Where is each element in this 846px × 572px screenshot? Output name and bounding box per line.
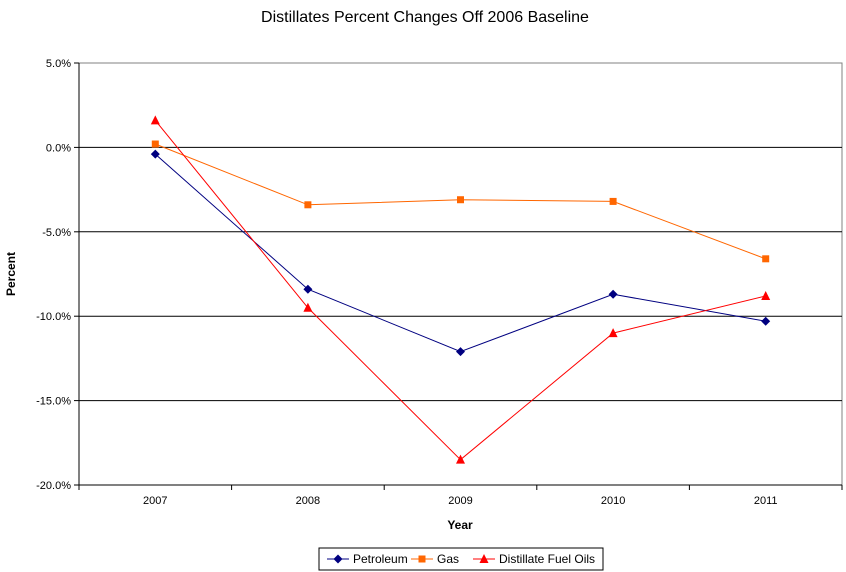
y-tick-label: 5.0% (46, 58, 71, 70)
data-point-petroleum (761, 316, 771, 326)
legend-item-gas: Gas (411, 552, 459, 566)
legend-item-petroleum: Petroleum (327, 552, 408, 566)
data-point-gas (762, 255, 770, 263)
data-point-distillate-fuel-oils (761, 290, 771, 300)
data-point-distillate-fuel-oils (303, 302, 313, 312)
data-point-gas (151, 140, 159, 148)
series-gas (151, 140, 770, 263)
legend-item-distillate-fuel-oils: Distillate Fuel Oils (473, 552, 595, 566)
x-axis-ticks: 2007 2008 2009 2010 2011 (78, 484, 843, 507)
x-tick-label: 2007 (143, 495, 167, 507)
x-tick-label: 2010 (601, 495, 625, 507)
data-point-gas (304, 201, 312, 209)
series-layer (150, 115, 771, 464)
legend-label: Gas (437, 552, 459, 566)
x-tick-label: 2008 (296, 495, 320, 507)
x-tick-label: 2011 (754, 495, 778, 507)
x-tick-label: 2009 (448, 495, 472, 507)
legend-box (318, 547, 604, 571)
legend-marker-gas (418, 555, 426, 563)
y-tick-label: -15.0% (36, 396, 71, 408)
series-petroleum (150, 149, 771, 357)
y-axis-ticks: 5.0% 0.0% -5.0% -10.0% -15.0% -20.0% (36, 58, 80, 492)
data-point-gas (457, 196, 464, 204)
y-tick-label: -5.0% (42, 227, 71, 239)
data-point-distillate-fuel-oils (456, 454, 465, 464)
series-distillate-fuel-oils (150, 115, 771, 464)
y-axis-label: Percent (4, 252, 18, 296)
legend-label: Petroleum (353, 552, 408, 566)
plot-area (78, 62, 843, 486)
y-tick-label: -10.0% (36, 311, 71, 323)
chart-title: Distillates Percent Changes Off 2006 Bas… (261, 9, 589, 26)
data-point-petroleum (150, 149, 160, 159)
data-point-distillate-fuel-oils (608, 328, 618, 338)
data-point-distillate-fuel-oils (150, 115, 160, 125)
x-axis-label: Year (447, 518, 473, 532)
data-point-gas (609, 197, 617, 205)
data-point-petroleum (456, 347, 465, 357)
data-point-petroleum (608, 289, 618, 299)
legend-marker-distillate-fuel-oils (479, 554, 489, 563)
y-tick-label: 0.0% (46, 142, 71, 154)
legend-label: Distillate Fuel Oils (499, 552, 595, 566)
legend: Petroleum Gas Distillate Fuel Oils (318, 547, 604, 571)
gridlines (79, 146, 842, 402)
y-tick-label: -20.0% (36, 480, 71, 492)
data-point-petroleum (303, 284, 313, 294)
legend-marker-petroleum (333, 554, 343, 564)
